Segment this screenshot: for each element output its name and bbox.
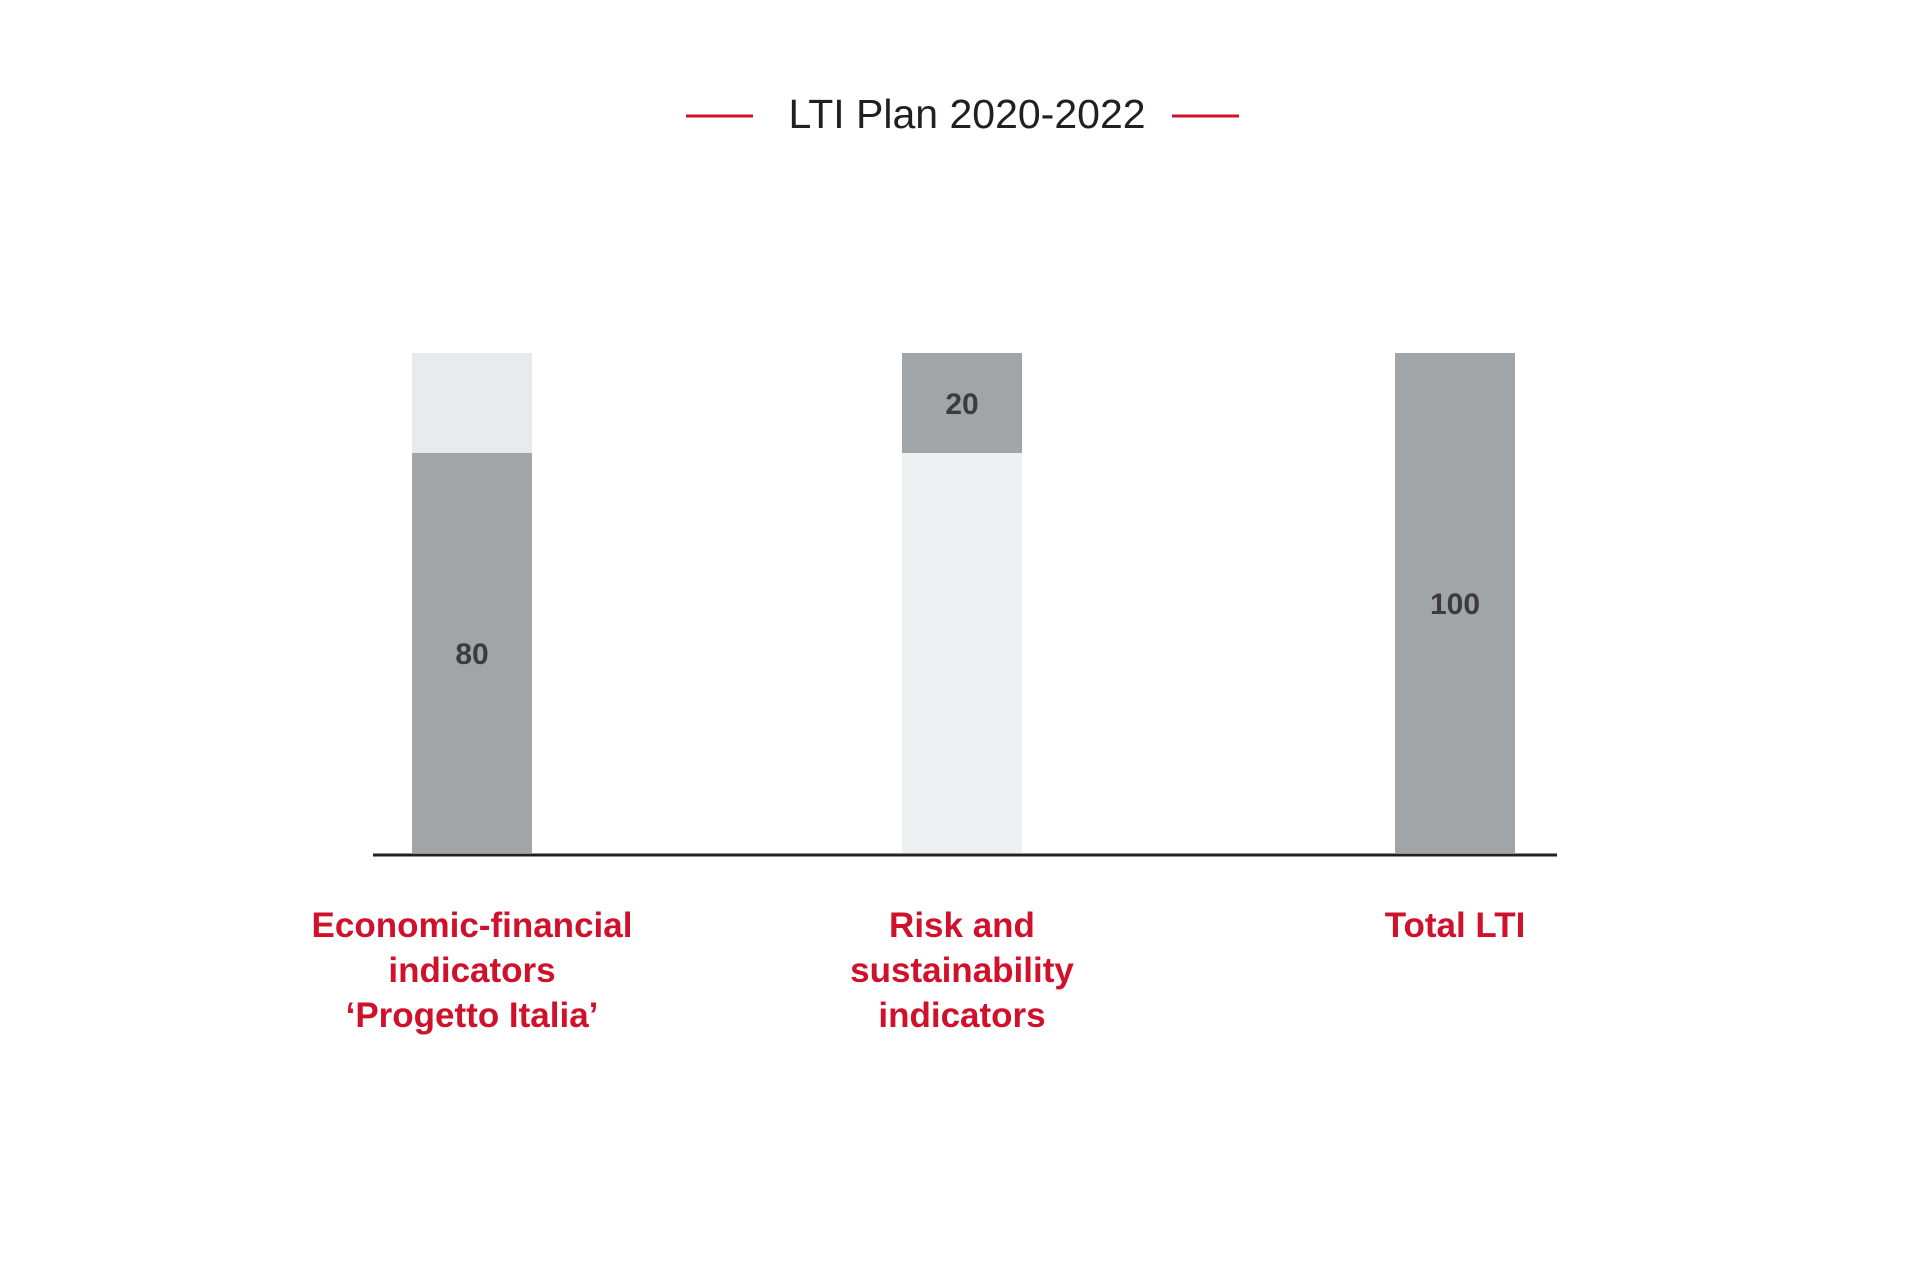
bar-value-label-2: 20 [945,388,978,421]
category-label-2-line-2: sustainability [850,951,1074,990]
category-label-2-line-3: indicators [878,996,1045,1035]
category-label-3: Total LTI [1385,906,1526,945]
category-label-1-line-2: indicators [388,951,555,990]
category-label-2: Risk and sustainability indicators [850,906,1074,1035]
category-label-1: Economic-financial indicators ‘Progetto It… [312,906,633,1035]
bar-3 [1395,353,1515,853]
category-labels: Economic-financial indicators ‘Progetto It… [312,906,1526,1035]
category-label-2-line-1: Risk and [889,906,1035,945]
category-label-1-line-3: ‘Progetto Italia’ [346,996,599,1035]
bar-1 [412,453,532,853]
bar-2 [902,353,1022,453]
bar-value-label-3: 100 [1430,588,1480,621]
plot-area: 80 20 100 [412,353,1515,853]
category-label-3-line-1: Total LTI [1385,906,1526,945]
bar-value-label-1: 80 [455,638,488,671]
chart-title: LTI Plan 2020-2022 [788,91,1145,137]
chart-title-group: LTI Plan 2020-2022 [686,91,1239,137]
category-label-1-line-1: Economic-financial [312,906,633,945]
